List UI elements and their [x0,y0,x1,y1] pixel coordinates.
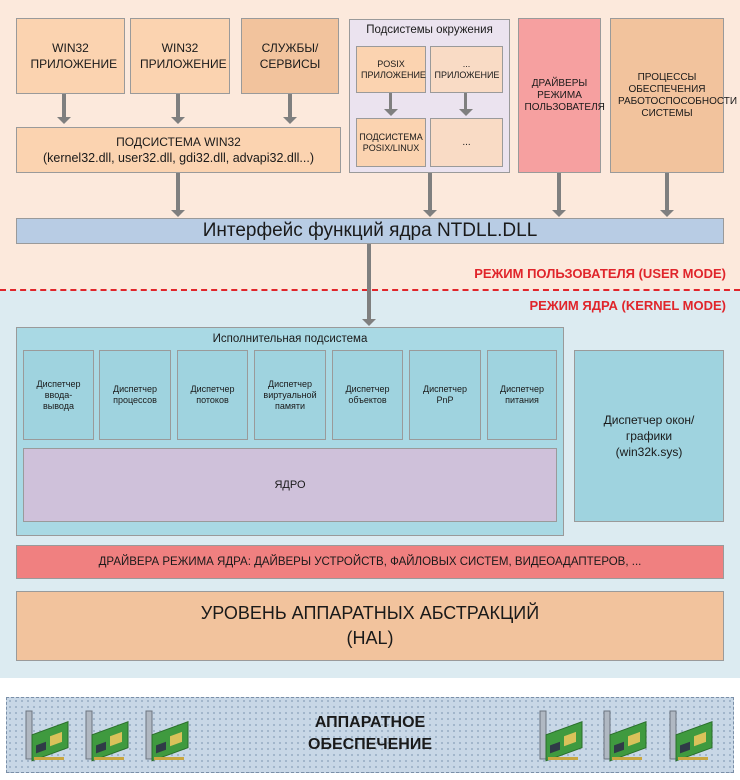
arrow-posix-app [384,93,398,116]
other-app-label: ... ПРИЛОЖЕНИЕ [434,58,500,80]
ntdll-interface: Интерфейс функций ядра NTDLL.DLL [16,218,724,244]
kernel-mode-label: РЕЖИМ ЯДРА (KERNEL MODE) [529,298,727,313]
win32-app-2-label: WIN32 ПРИЛОЖЕНИЕ [140,41,227,71]
window-graphics-manager: Диспетчер окон/графики (win32k.sys) [574,350,724,522]
hardware-line2: ОБЕСПЕЧЕНИЕ [308,736,432,753]
card-icon-3 [145,710,189,762]
posix-app-label: POSIX ПРИЛОЖЕНИЕ [361,58,426,80]
other-app: ... ПРИЛОЖЕНИЕ [430,46,503,93]
kernel-mode-drivers: ДРАЙВЕРА РЕЖИМА ЯДРА: ДАЙВЕРЫ УСТРОЙСТВ,… [16,545,724,579]
vm-manager: Диспетчер виртуальной памяти [254,350,326,440]
posix-subsystem: ПОДСИСТЕМА POSIX/LINUX [356,118,426,167]
kernel-core-label: ЯДРО [274,479,306,491]
process-manager-label: Диспетчер процессов [112,384,158,405]
posix-app: POSIX ПРИЛОЖЕНИЕ [356,46,426,93]
power-manager-label: Диспетчер питания [499,384,545,405]
arrow-drivers-ntdll [552,173,566,217]
arrow-subsystem-ntdll [171,173,185,217]
user-mode-drivers-label: ДРАЙВЕРЫ РЕЖИМА ПОЛЬЗОВАТЕЛЯ [524,77,605,113]
hardware-line1: АППАРАТНОЕ [314,714,426,731]
thread-manager-label: Диспетчер потоков [190,384,235,405]
other-subsystem: ... [430,118,503,167]
win32-subsystem-dlls: (kernel32.dll, user32.dll, gdi32.dll, ad… [43,150,314,165]
arrow-services-subsystem [283,94,297,124]
io-manager-label: Диспетчер ввода-вывода [36,378,81,411]
ntdll-label: Интерфейс функций ядра NTDLL.DLL [202,220,538,241]
hardware-label: АППАРАТНОЕ ОБЕСПЕЧЕНИЕ [270,712,470,756]
env-subsystems-title: Подсистемы окружения [366,24,493,36]
arrow-app1-subsystem [57,94,71,124]
process-manager: Диспетчер процессов [99,350,171,440]
hal-line2: (HAL) [346,628,394,648]
arrow-app2-subsystem [171,94,185,124]
card-icon-4 [539,710,583,762]
card-icon-5 [603,710,647,762]
object-manager-label: Диспетчер объектов [345,384,390,405]
card-icon-1 [25,710,69,762]
arrow-env-ntdll [423,173,437,217]
hal-layer: УРОВЕНЬ АППАРАТНЫХ АБСТРАКЦИЙ (HAL) [16,591,724,661]
win32-app-2: WIN32 ПРИЛОЖЕНИЕ [130,18,230,94]
io-manager: Диспетчер ввода-вывода [23,350,94,440]
card-icon-6 [669,710,713,762]
win32-subsystem-title: ПОДСИСТЕМА WIN32 [116,134,241,149]
executive-title: Исполнительная подсистема [212,333,368,345]
support-processes-label: ПРОЦЕССЫ ОБЕСПЕЧЕНИЯ РАБОТОСПОСОБНОСТИ С… [618,71,738,119]
arrow-ntdll-kernel [362,244,376,326]
power-manager: Диспетчер питания [487,350,557,440]
user-mode-label: РЕЖИМ ПОЛЬЗОВАТЕЛЯ (USER MODE) [474,266,726,281]
win32-app-1-label: WIN32 ПРИЛОЖЕНИЕ [30,41,118,71]
posix-subsystem-label: ПОДСИСТЕМА POSIX/LINUX [359,131,423,153]
object-manager: Диспетчер объектов [332,350,403,440]
card-icon-2 [85,710,129,762]
kernel-mode-drivers-label: ДРАЙВЕРА РЕЖИМА ЯДРА: ДАЙВЕРЫ УСТРОЙСТВ,… [98,556,642,568]
other-subsystem-label: ... [462,136,471,148]
arrow-other-app [459,93,473,116]
arrow-processes-ntdll [660,173,674,217]
services-box: СЛУЖБЫ/ СЕРВИСЫ [241,18,339,94]
pnp-manager-label: Диспетчер PnP [422,384,468,405]
support-processes: ПРОЦЕССЫ ОБЕСПЕЧЕНИЯ РАБОТОСПОСОБНОСТИ С… [610,18,738,173]
win32-subsystem: ПОДСИСТЕМА WIN32 (kernel32.dll, user32.d… [16,127,341,173]
vm-manager-label: Диспетчер виртуальной памяти [263,378,317,411]
thread-manager: Диспетчер потоков [177,350,248,440]
pnp-manager: Диспетчер PnP [409,350,481,440]
win32-app-1: WIN32 ПРИЛОЖЕНИЕ [16,18,125,94]
kernel-core: ЯДРО [23,448,557,522]
services-label: СЛУЖБЫ/ СЕРВИСЫ [259,41,321,71]
user-mode-drivers: ДРАЙВЕРЫ РЕЖИМА ПОЛЬЗОВАТЕЛЯ [518,18,605,173]
window-graphics-manager-label: Диспетчер окон/графики (win32k.sys) [603,413,695,459]
hal-line1: УРОВЕНЬ АППАРАТНЫХ АБСТРАКЦИЙ [200,603,540,623]
